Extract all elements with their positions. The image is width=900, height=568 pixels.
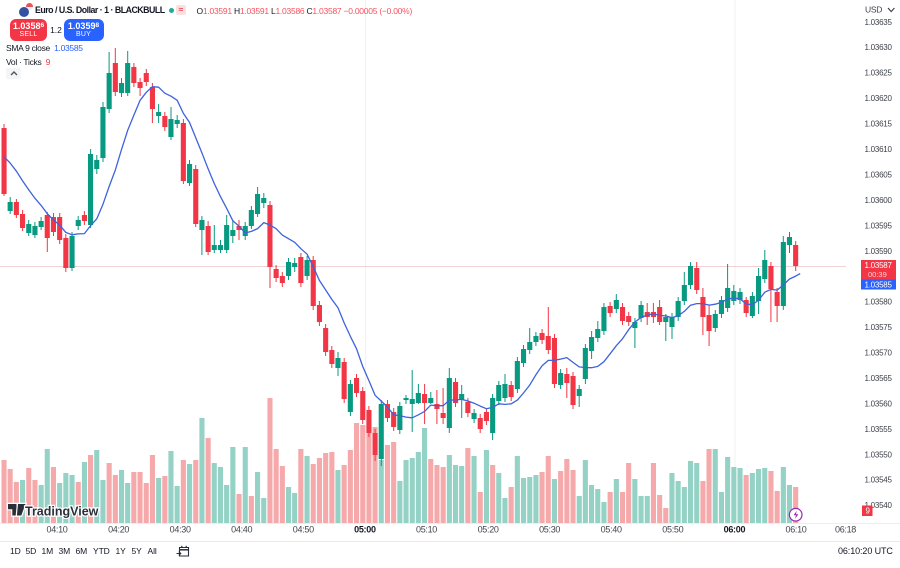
svg-text:05:10: 05:10: [416, 525, 437, 535]
svg-text:1.03635: 1.03635: [865, 18, 893, 27]
svg-text:05:50: 05:50: [662, 525, 683, 535]
svg-text:1.03605: 1.03605: [865, 170, 893, 179]
svg-text:9: 9: [866, 507, 871, 516]
svg-text:1.03630: 1.03630: [865, 43, 893, 52]
svg-text:06:10: 06:10: [785, 525, 806, 535]
svg-text:1.03555: 1.03555: [865, 425, 893, 434]
svg-text:05:30: 05:30: [539, 525, 560, 535]
svg-text:1.03585: 1.03585: [865, 281, 893, 290]
svg-text:04:30: 04:30: [170, 525, 191, 535]
svg-text:04:20: 04:20: [108, 525, 129, 535]
svg-text:1.03590: 1.03590: [865, 247, 893, 256]
svg-text:1.03610: 1.03610: [865, 145, 893, 154]
svg-text:1.03560: 1.03560: [865, 399, 893, 408]
svg-text:1.03550: 1.03550: [865, 450, 893, 459]
svg-text:USD: USD: [865, 5, 882, 15]
svg-text:04:40: 04:40: [231, 525, 252, 535]
svg-text:1.03625: 1.03625: [865, 69, 893, 78]
svg-text:06:00: 06:00: [724, 525, 746, 535]
svg-text:1.03587: 1.03587: [865, 261, 893, 270]
svg-text:06:18: 06:18: [835, 525, 856, 535]
svg-text:1.03575: 1.03575: [865, 323, 893, 332]
svg-text:1.03615: 1.03615: [865, 120, 893, 129]
svg-text:1.03620: 1.03620: [865, 94, 893, 103]
svg-text:05:20: 05:20: [478, 525, 499, 535]
svg-text:1.03595: 1.03595: [865, 221, 893, 230]
svg-text:1.03570: 1.03570: [865, 349, 893, 358]
svg-text:04:50: 04:50: [293, 525, 314, 535]
svg-text:TradingView: TradingView: [25, 504, 99, 518]
svg-text:1.03540: 1.03540: [865, 501, 893, 510]
svg-text:05:00: 05:00: [354, 525, 376, 535]
svg-text:1.03565: 1.03565: [865, 374, 893, 383]
svg-text:00:39: 00:39: [868, 270, 887, 279]
svg-text:1.03545: 1.03545: [865, 476, 893, 485]
svg-text:1.03580: 1.03580: [865, 298, 893, 307]
svg-text:05:40: 05:40: [601, 525, 622, 535]
svg-text:1.03600: 1.03600: [865, 196, 893, 205]
svg-text:04:10: 04:10: [46, 525, 67, 535]
